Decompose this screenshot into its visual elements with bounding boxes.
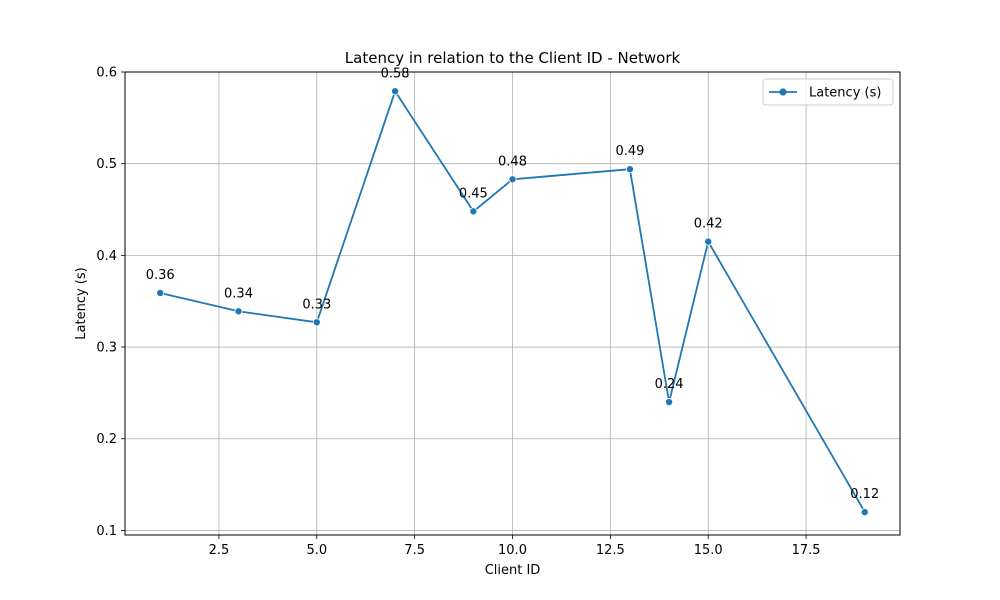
x-tick-label: 10.0 (498, 543, 527, 558)
data-point (625, 165, 634, 174)
y-tick-label: 0.4 (96, 249, 117, 264)
data-label: 0.12 (850, 487, 879, 502)
data-point (860, 508, 869, 517)
series-line (159, 90, 866, 513)
data-label: 0.49 (615, 144, 644, 159)
series-group (156, 87, 869, 517)
data-labels: 0.36 0.34 0.33 0.58 0.45 0.48 0.49 0.24 0.42 0.12 (146, 66, 879, 502)
legend-marker (779, 88, 787, 96)
x-tick-label: 15.0 (694, 543, 723, 558)
x-tick-label: 2.5 (209, 543, 230, 558)
data-point (469, 207, 478, 216)
data-point (391, 87, 400, 96)
data-point (312, 318, 321, 327)
axis-ticks: 2.5 5.0 7.5 10.0 12.5 15.0 17.5 0.1 0.2 0.3 0.4 0.5… (96, 66, 820, 559)
data-label: 0.33 (302, 297, 331, 312)
x-tick-label: 12.5 (596, 543, 625, 558)
chart-title: Latency in relation to the Client ID - N… (345, 49, 681, 67)
data-point (234, 307, 243, 316)
data-point (704, 237, 713, 246)
data-point (156, 288, 165, 297)
y-tick-label: 0.1 (96, 524, 117, 539)
y-tick-label: 0.3 (96, 341, 117, 356)
data-label: 0.58 (381, 66, 410, 81)
x-tick-label: 17.5 (792, 543, 821, 558)
x-axis-label: Client ID (485, 563, 541, 578)
x-tick-label: 5.0 (306, 543, 327, 558)
data-label: 0.36 (146, 268, 175, 283)
y-tick-label: 0.2 (96, 432, 117, 447)
legend: Latency (s) (762, 78, 894, 106)
data-point (665, 398, 674, 407)
y-axis-label: Latency (s) (74, 267, 89, 339)
data-label: 0.24 (655, 377, 684, 392)
y-tick-label: 0.5 (96, 157, 117, 172)
x-tick-label: 7.5 (404, 543, 425, 558)
legend-box (762, 78, 894, 106)
grid (125, 71, 900, 535)
data-label: 0.42 (694, 217, 723, 232)
data-label: 0.34 (224, 286, 253, 301)
data-label: 0.45 (459, 186, 488, 201)
legend-label: Latency (s) (809, 86, 881, 101)
data-label: 0.48 (498, 154, 527, 169)
data-point (508, 175, 517, 184)
y-tick-label: 0.6 (96, 66, 117, 81)
